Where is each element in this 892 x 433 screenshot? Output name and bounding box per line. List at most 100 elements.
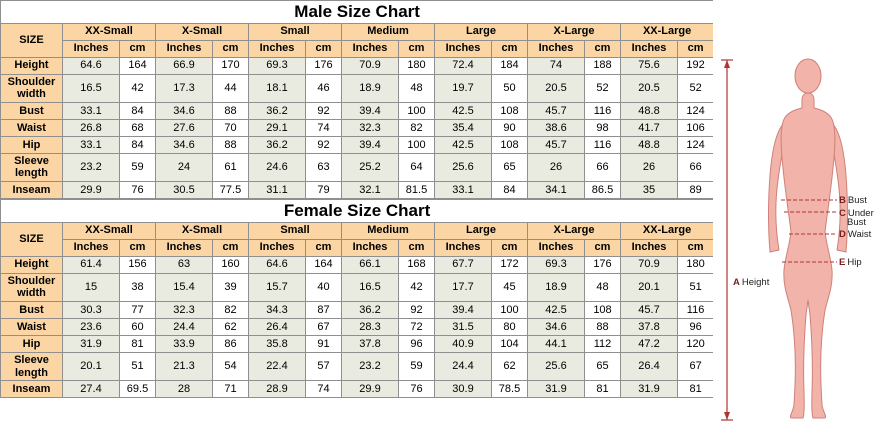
value-cell: 63 xyxy=(155,255,213,274)
value-cell: 36.2 xyxy=(248,101,306,120)
chart-title: Female Size Chart xyxy=(0,199,715,223)
value-cell: 42.5 xyxy=(434,101,492,120)
unit-header-cm: cm xyxy=(491,238,528,257)
unit-header-cm: cm xyxy=(212,39,249,58)
value-cell: 67.7 xyxy=(434,255,492,274)
value-cell: 34.6 xyxy=(155,135,213,154)
under-bust-text-1: Under xyxy=(848,208,874,219)
value-cell: 100 xyxy=(491,300,528,319)
size-column-header: Small xyxy=(248,22,342,41)
value-cell: 84 xyxy=(119,101,156,120)
value-cell: 39.4 xyxy=(434,300,492,319)
value-cell: 82 xyxy=(398,118,435,137)
row-label: Waist xyxy=(0,118,63,137)
value-cell: 70.9 xyxy=(341,56,399,75)
value-cell: 45.7 xyxy=(527,135,585,154)
value-cell: 112 xyxy=(584,334,621,353)
value-cell: 25.6 xyxy=(434,152,492,183)
size-column-header: X-Large xyxy=(527,22,621,41)
value-cell: 31.1 xyxy=(248,181,306,200)
value-cell: 17.7 xyxy=(434,272,492,302)
value-cell: 29.9 xyxy=(62,181,120,200)
value-cell: 50 xyxy=(491,73,528,103)
value-cell: 108 xyxy=(584,300,621,319)
value-cell: 48.8 xyxy=(620,135,678,154)
unit-header-inches: Inches xyxy=(248,39,306,58)
value-cell: 74 xyxy=(527,56,585,75)
row-label: Shoulder width xyxy=(0,73,63,103)
value-cell: 86.5 xyxy=(584,181,621,200)
value-cell: 23.2 xyxy=(341,351,399,382)
value-cell: 120 xyxy=(676,334,715,353)
value-cell: 25.6 xyxy=(527,351,585,382)
value-cell: 70 xyxy=(212,118,249,137)
unit-header-inches: Inches xyxy=(62,39,120,58)
size-column-header: Medium xyxy=(341,221,435,240)
value-cell: 20.1 xyxy=(62,351,120,382)
unit-header-cm: cm xyxy=(119,39,156,58)
value-cell: 48.8 xyxy=(620,101,678,120)
height-text: Height xyxy=(742,277,770,288)
unit-header-inches: Inches xyxy=(527,39,585,58)
value-cell: 35 xyxy=(620,181,678,200)
value-cell: 98 xyxy=(584,118,621,137)
value-cell: 69.3 xyxy=(248,56,306,75)
value-cell: 81 xyxy=(119,334,156,353)
row-label: Shoulder width xyxy=(0,272,63,302)
row-label: Inseam xyxy=(0,380,63,399)
value-cell: 39.4 xyxy=(341,135,399,154)
value-cell: 66 xyxy=(584,152,621,183)
value-cell: 36.2 xyxy=(341,300,399,319)
under-bust-label: C Under Bust xyxy=(839,208,874,228)
value-cell: 24.6 xyxy=(248,152,306,183)
waist-label: D Waist xyxy=(839,229,872,240)
unit-header-inches: Inches xyxy=(155,39,213,58)
value-cell: 52 xyxy=(676,73,715,103)
value-cell: 124 xyxy=(676,101,715,120)
value-cell: 33.9 xyxy=(155,334,213,353)
value-cell: 64 xyxy=(398,152,435,183)
value-cell: 88 xyxy=(212,101,249,120)
value-cell: 91 xyxy=(305,334,342,353)
value-cell: 87 xyxy=(305,300,342,319)
value-cell: 23.2 xyxy=(62,152,120,183)
size-tables-column: Male Size Chart SIZE XX-Small X-Small Small M… xyxy=(0,0,715,399)
value-cell: 28 xyxy=(155,380,213,399)
value-cell: 28.3 xyxy=(341,317,399,336)
value-cell: 37.8 xyxy=(341,334,399,353)
value-cell: 70.9 xyxy=(620,255,678,274)
value-cell: 89 xyxy=(676,181,715,200)
value-cell: 51 xyxy=(676,272,715,302)
value-cell: 66 xyxy=(676,152,715,183)
value-cell: 34.6 xyxy=(527,317,585,336)
row-label: Sleeve length xyxy=(0,152,63,183)
size-column-header: X-Small xyxy=(155,22,249,41)
value-cell: 188 xyxy=(584,56,621,75)
value-cell: 156 xyxy=(119,255,156,274)
value-cell: 26 xyxy=(620,152,678,183)
value-cell: 27.6 xyxy=(155,118,213,137)
value-cell: 16.5 xyxy=(341,272,399,302)
size-column-header: XX-Large xyxy=(619,22,715,41)
value-cell: 67 xyxy=(305,317,342,336)
unit-header-cm: cm xyxy=(398,238,435,257)
value-cell: 36.2 xyxy=(248,135,306,154)
value-cell: 26 xyxy=(527,152,585,183)
value-cell: 20.1 xyxy=(620,272,678,302)
row-label: Inseam xyxy=(0,181,63,200)
value-cell: 22.4 xyxy=(248,351,306,382)
value-cell: 26.4 xyxy=(248,317,306,336)
body-silhouette xyxy=(780,92,836,419)
value-cell: 31.9 xyxy=(620,380,678,399)
value-cell: 44 xyxy=(212,73,249,103)
size-column-header: XX-Small xyxy=(62,22,156,41)
right-arm xyxy=(826,121,848,253)
head xyxy=(794,58,822,94)
value-cell: 192 xyxy=(676,56,715,75)
value-cell: 26.8 xyxy=(62,118,120,137)
value-cell: 46 xyxy=(305,73,342,103)
bust-text: Bust xyxy=(848,195,867,206)
bust-key: B xyxy=(839,195,846,206)
height-label: A Height xyxy=(733,277,770,288)
value-cell: 168 xyxy=(398,255,435,274)
